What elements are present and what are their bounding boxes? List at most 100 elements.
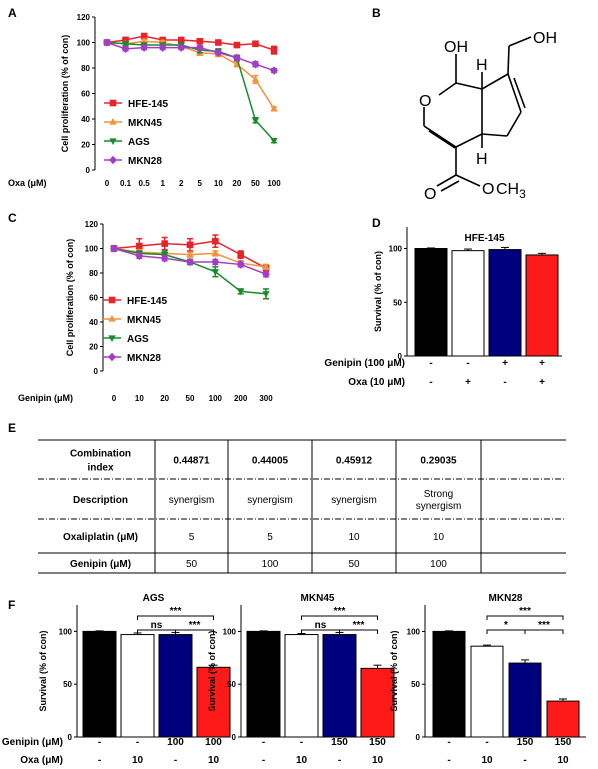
table-row-header: Description xyxy=(73,495,128,506)
data-point xyxy=(211,257,220,267)
data-point xyxy=(186,250,194,258)
condition-value: - xyxy=(429,377,432,388)
structure-methyl-ch: CH xyxy=(496,181,519,198)
bar xyxy=(158,634,193,738)
y-tick-label: 80 xyxy=(81,64,90,73)
x-tick-label: 0.1 xyxy=(120,179,132,188)
condition-value: 150 xyxy=(331,737,348,748)
y-tick-label: 20 xyxy=(81,141,90,150)
chart-title: HFE-145 xyxy=(464,233,504,244)
x-tick-label: 100 xyxy=(267,179,281,188)
y-tick-label: 50 xyxy=(63,680,72,689)
data-point xyxy=(262,291,270,298)
table-row-header: Genipin (μM) xyxy=(70,559,131,570)
data-point xyxy=(236,260,245,269)
condition-value: - xyxy=(429,358,432,369)
x-tick-label: 0 xyxy=(105,179,110,188)
significance-label: *** xyxy=(189,620,201,631)
x-axis-label: Oxa (μM) xyxy=(8,178,47,188)
y-tick-label: 100 xyxy=(407,627,421,636)
x-tick-label: 300 xyxy=(259,394,273,403)
data-point xyxy=(158,43,167,52)
data-point xyxy=(110,244,118,253)
table-cell: 5 xyxy=(267,532,273,543)
y-tick-label: 0 xyxy=(94,367,99,376)
significance-label: *** xyxy=(538,620,550,631)
data-point xyxy=(262,262,270,270)
data-point xyxy=(251,59,260,69)
y-axis-label: Survival (% of con) xyxy=(207,630,217,711)
data-point xyxy=(121,41,130,48)
condition-value: - xyxy=(262,755,265,766)
condition-label: Genipin (100 μM) xyxy=(324,358,405,369)
significance-label: *** xyxy=(353,620,365,631)
y-tick-label: 100 xyxy=(389,245,403,254)
y-tick-label: 100 xyxy=(59,627,73,636)
x-tick-label: 10 xyxy=(214,179,223,188)
significance-label: *** xyxy=(519,606,531,617)
significance-bracket xyxy=(524,629,564,634)
y-axis-label: Survival (% of con) xyxy=(389,630,399,711)
structure-oh-right: OH xyxy=(533,30,557,47)
series-line xyxy=(106,41,275,72)
bar xyxy=(488,249,522,357)
significance-bracket xyxy=(137,615,214,620)
bond xyxy=(507,45,510,75)
x-tick-label: 50 xyxy=(186,394,195,403)
condition-value: + xyxy=(502,358,508,369)
y-tick-label: 120 xyxy=(85,220,99,229)
condition-value: 150 xyxy=(555,737,572,748)
legend-marker xyxy=(108,296,116,304)
data-point xyxy=(214,48,223,57)
data-point xyxy=(251,117,260,125)
table-cell: 50 xyxy=(186,559,198,570)
x-tick-label: 0 xyxy=(112,394,117,403)
table-cell: 5 xyxy=(189,532,195,543)
table-cell: 100 xyxy=(262,559,279,570)
bar xyxy=(284,634,319,738)
y-tick-label: 50 xyxy=(411,680,420,689)
y-tick-label: 0 xyxy=(232,733,237,742)
condition-label: Oxa (μM) xyxy=(20,755,63,766)
structure-bonds xyxy=(423,36,532,192)
bond xyxy=(428,130,456,149)
y-axis-label: Cell proliferation (% of con) xyxy=(65,239,75,357)
significance-bracket xyxy=(175,629,214,634)
y-tick-label: 100 xyxy=(85,245,99,254)
x-tick-label: 20 xyxy=(232,179,241,188)
panel-label-d: D xyxy=(372,216,381,230)
legend-label: AGS xyxy=(128,137,150,148)
data-point xyxy=(160,254,169,263)
bond xyxy=(507,73,522,113)
data-point xyxy=(135,251,144,261)
legend-label: HFE-145 xyxy=(127,296,167,307)
data-point xyxy=(186,241,194,249)
combination-index-table: Combination index 0.44871 0.44005 0.45912 0.2… xyxy=(38,439,566,574)
legend-label: MKN45 xyxy=(128,118,162,129)
bond xyxy=(436,174,457,187)
condition-value: - xyxy=(485,737,488,748)
data-point xyxy=(270,46,278,54)
table-cell: 0.45912 xyxy=(336,456,373,467)
condition-value: - xyxy=(466,358,469,369)
table-cell: synergism xyxy=(169,495,215,506)
panel-label-a: A xyxy=(8,6,17,20)
condition-value: 10 xyxy=(208,755,220,766)
data-point xyxy=(211,249,219,257)
condition-value: - xyxy=(338,755,341,766)
y-tick-label: 60 xyxy=(89,294,98,303)
y-tick-label: 50 xyxy=(393,298,402,307)
series-mkn45: MKN45 xyxy=(103,37,278,129)
x-tick-label: 200 xyxy=(234,394,248,403)
bond xyxy=(423,125,457,148)
bond xyxy=(481,133,508,137)
legend-marker xyxy=(109,138,117,145)
data-point xyxy=(233,41,241,49)
data-point xyxy=(270,66,278,75)
chart-title: MKN45 xyxy=(301,593,335,604)
series-line xyxy=(106,35,275,51)
y-tick-label: 20 xyxy=(89,343,98,352)
condition-value: 150 xyxy=(517,737,534,748)
legend-marker xyxy=(109,155,117,165)
